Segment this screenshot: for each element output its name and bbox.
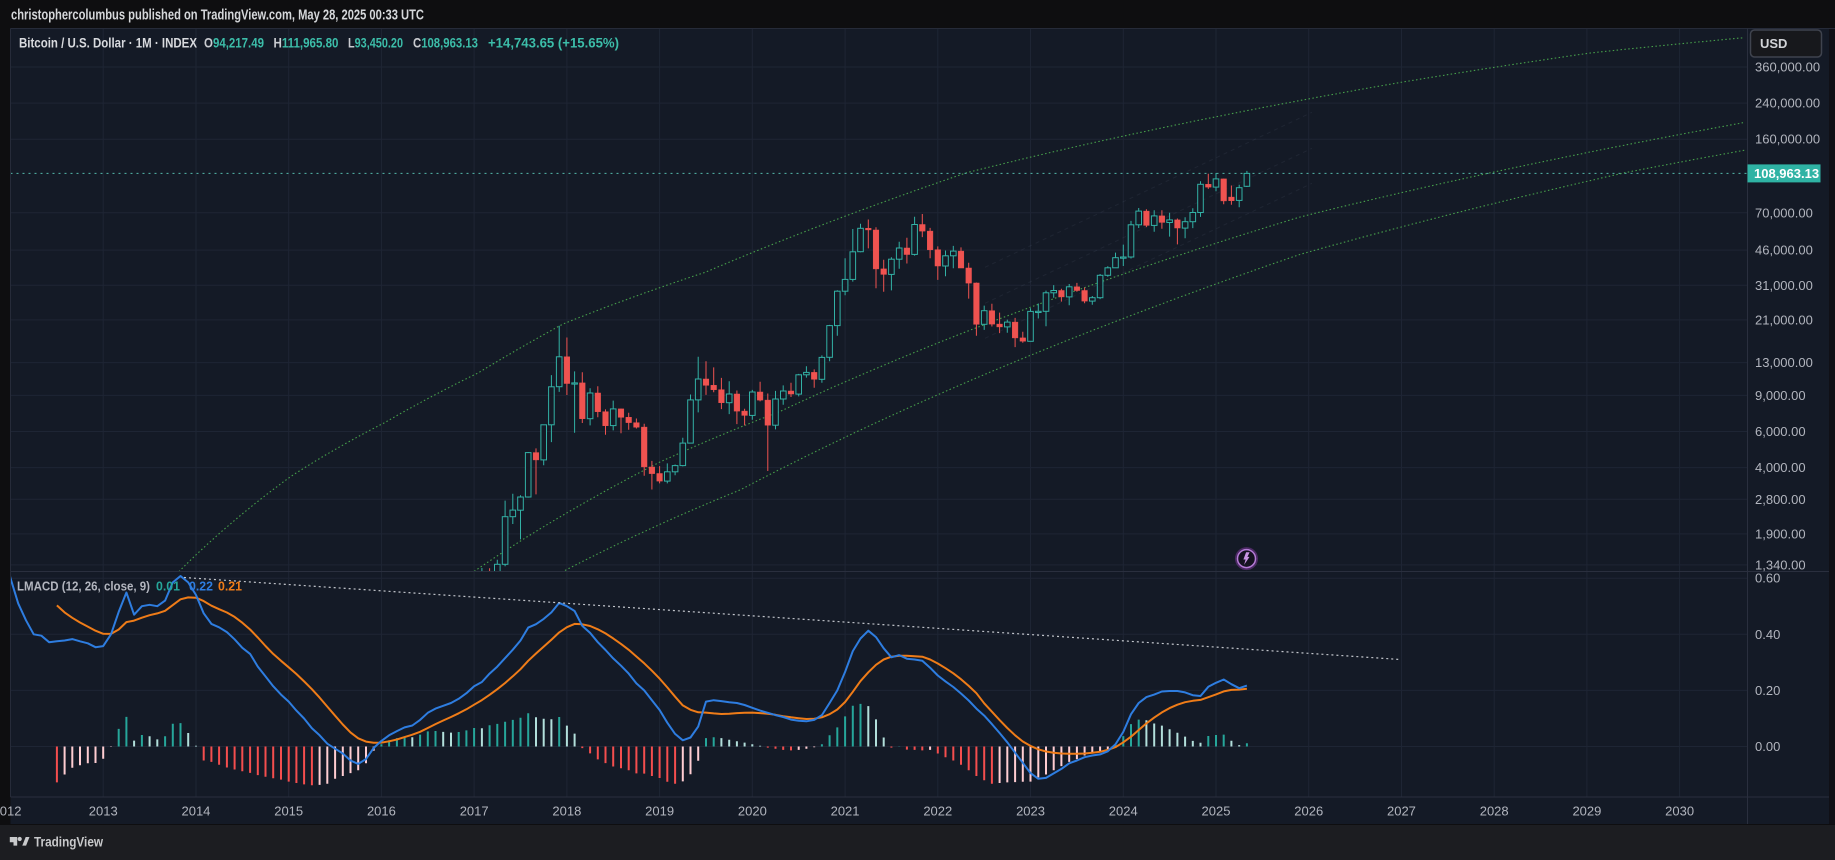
svg-text:13,000.00: 13,000.00 <box>1755 355 1813 370</box>
svg-text:Bitcoin / U.S. Dollar · 1M · I: Bitcoin / U.S. Dollar · 1M · INDEX <box>19 36 197 51</box>
svg-text:H111,965.80: H111,965.80 <box>274 36 339 51</box>
svg-text:31,000.00: 31,000.00 <box>1755 278 1813 293</box>
svg-text:2016: 2016 <box>367 804 396 819</box>
svg-text:0.22: 0.22 <box>189 580 213 594</box>
svg-text:70,000.00: 70,000.00 <box>1755 205 1813 220</box>
svg-text:0.01: 0.01 <box>156 580 180 594</box>
svg-text:1,900.00: 1,900.00 <box>1755 526 1806 541</box>
svg-text:+14,743.65 (+15.65%): +14,743.65 (+15.65%) <box>488 36 619 51</box>
svg-text:21,000.00: 21,000.00 <box>1755 312 1813 327</box>
svg-text:christophercolumbus published: christophercolumbus published on Trading… <box>11 8 424 24</box>
svg-text:46,000.00: 46,000.00 <box>1755 243 1813 258</box>
svg-text:C108,963.13: C108,963.13 <box>413 36 478 51</box>
svg-text:L93,450.20: L93,450.20 <box>348 36 403 51</box>
svg-text:0.21: 0.21 <box>218 580 242 594</box>
svg-text:2015: 2015 <box>274 804 303 819</box>
svg-text:2027: 2027 <box>1387 804 1416 819</box>
svg-text:2013: 2013 <box>89 804 118 819</box>
svg-text:2026: 2026 <box>1294 804 1323 819</box>
svg-text:2023: 2023 <box>1016 804 1045 819</box>
svg-text:0.40: 0.40 <box>1755 627 1780 642</box>
svg-text:6,000.00: 6,000.00 <box>1755 424 1806 439</box>
svg-text:2025: 2025 <box>1202 804 1231 819</box>
svg-text:2028: 2028 <box>1480 804 1509 819</box>
svg-text:0.20: 0.20 <box>1755 683 1780 698</box>
svg-text:2,800.00: 2,800.00 <box>1755 492 1806 507</box>
svg-text:2019: 2019 <box>645 804 674 819</box>
svg-text:2021: 2021 <box>831 804 860 819</box>
svg-text:USD: USD <box>1760 36 1787 51</box>
svg-text:4,000.00: 4,000.00 <box>1755 460 1806 475</box>
svg-text:2018: 2018 <box>552 804 581 819</box>
svg-text:2024: 2024 <box>1109 804 1138 819</box>
svg-text:108,963.13: 108,963.13 <box>1754 166 1819 181</box>
svg-text:2030: 2030 <box>1665 804 1694 819</box>
svg-text:240,000.00: 240,000.00 <box>1755 96 1820 111</box>
svg-text:0.60: 0.60 <box>1755 571 1780 586</box>
svg-text:2012: 2012 <box>0 804 21 819</box>
svg-text:2029: 2029 <box>1572 804 1601 819</box>
svg-text:2020: 2020 <box>738 804 767 819</box>
svg-text:2017: 2017 <box>460 804 489 819</box>
svg-text:2014: 2014 <box>181 804 210 819</box>
svg-text:360,000.00: 360,000.00 <box>1755 59 1820 74</box>
svg-text:TradingView: TradingView <box>34 834 103 850</box>
svg-text:2022: 2022 <box>923 804 952 819</box>
svg-text:0.00: 0.00 <box>1755 739 1780 754</box>
svg-text:9,000.00: 9,000.00 <box>1755 388 1806 403</box>
svg-text:160,000.00: 160,000.00 <box>1755 132 1820 147</box>
svg-text:O94,217.49: O94,217.49 <box>204 36 264 51</box>
svg-text:1,340.00: 1,340.00 <box>1755 557 1806 572</box>
svg-text:LMACD (12, 26, close, 9): LMACD (12, 26, close, 9) <box>17 580 150 594</box>
